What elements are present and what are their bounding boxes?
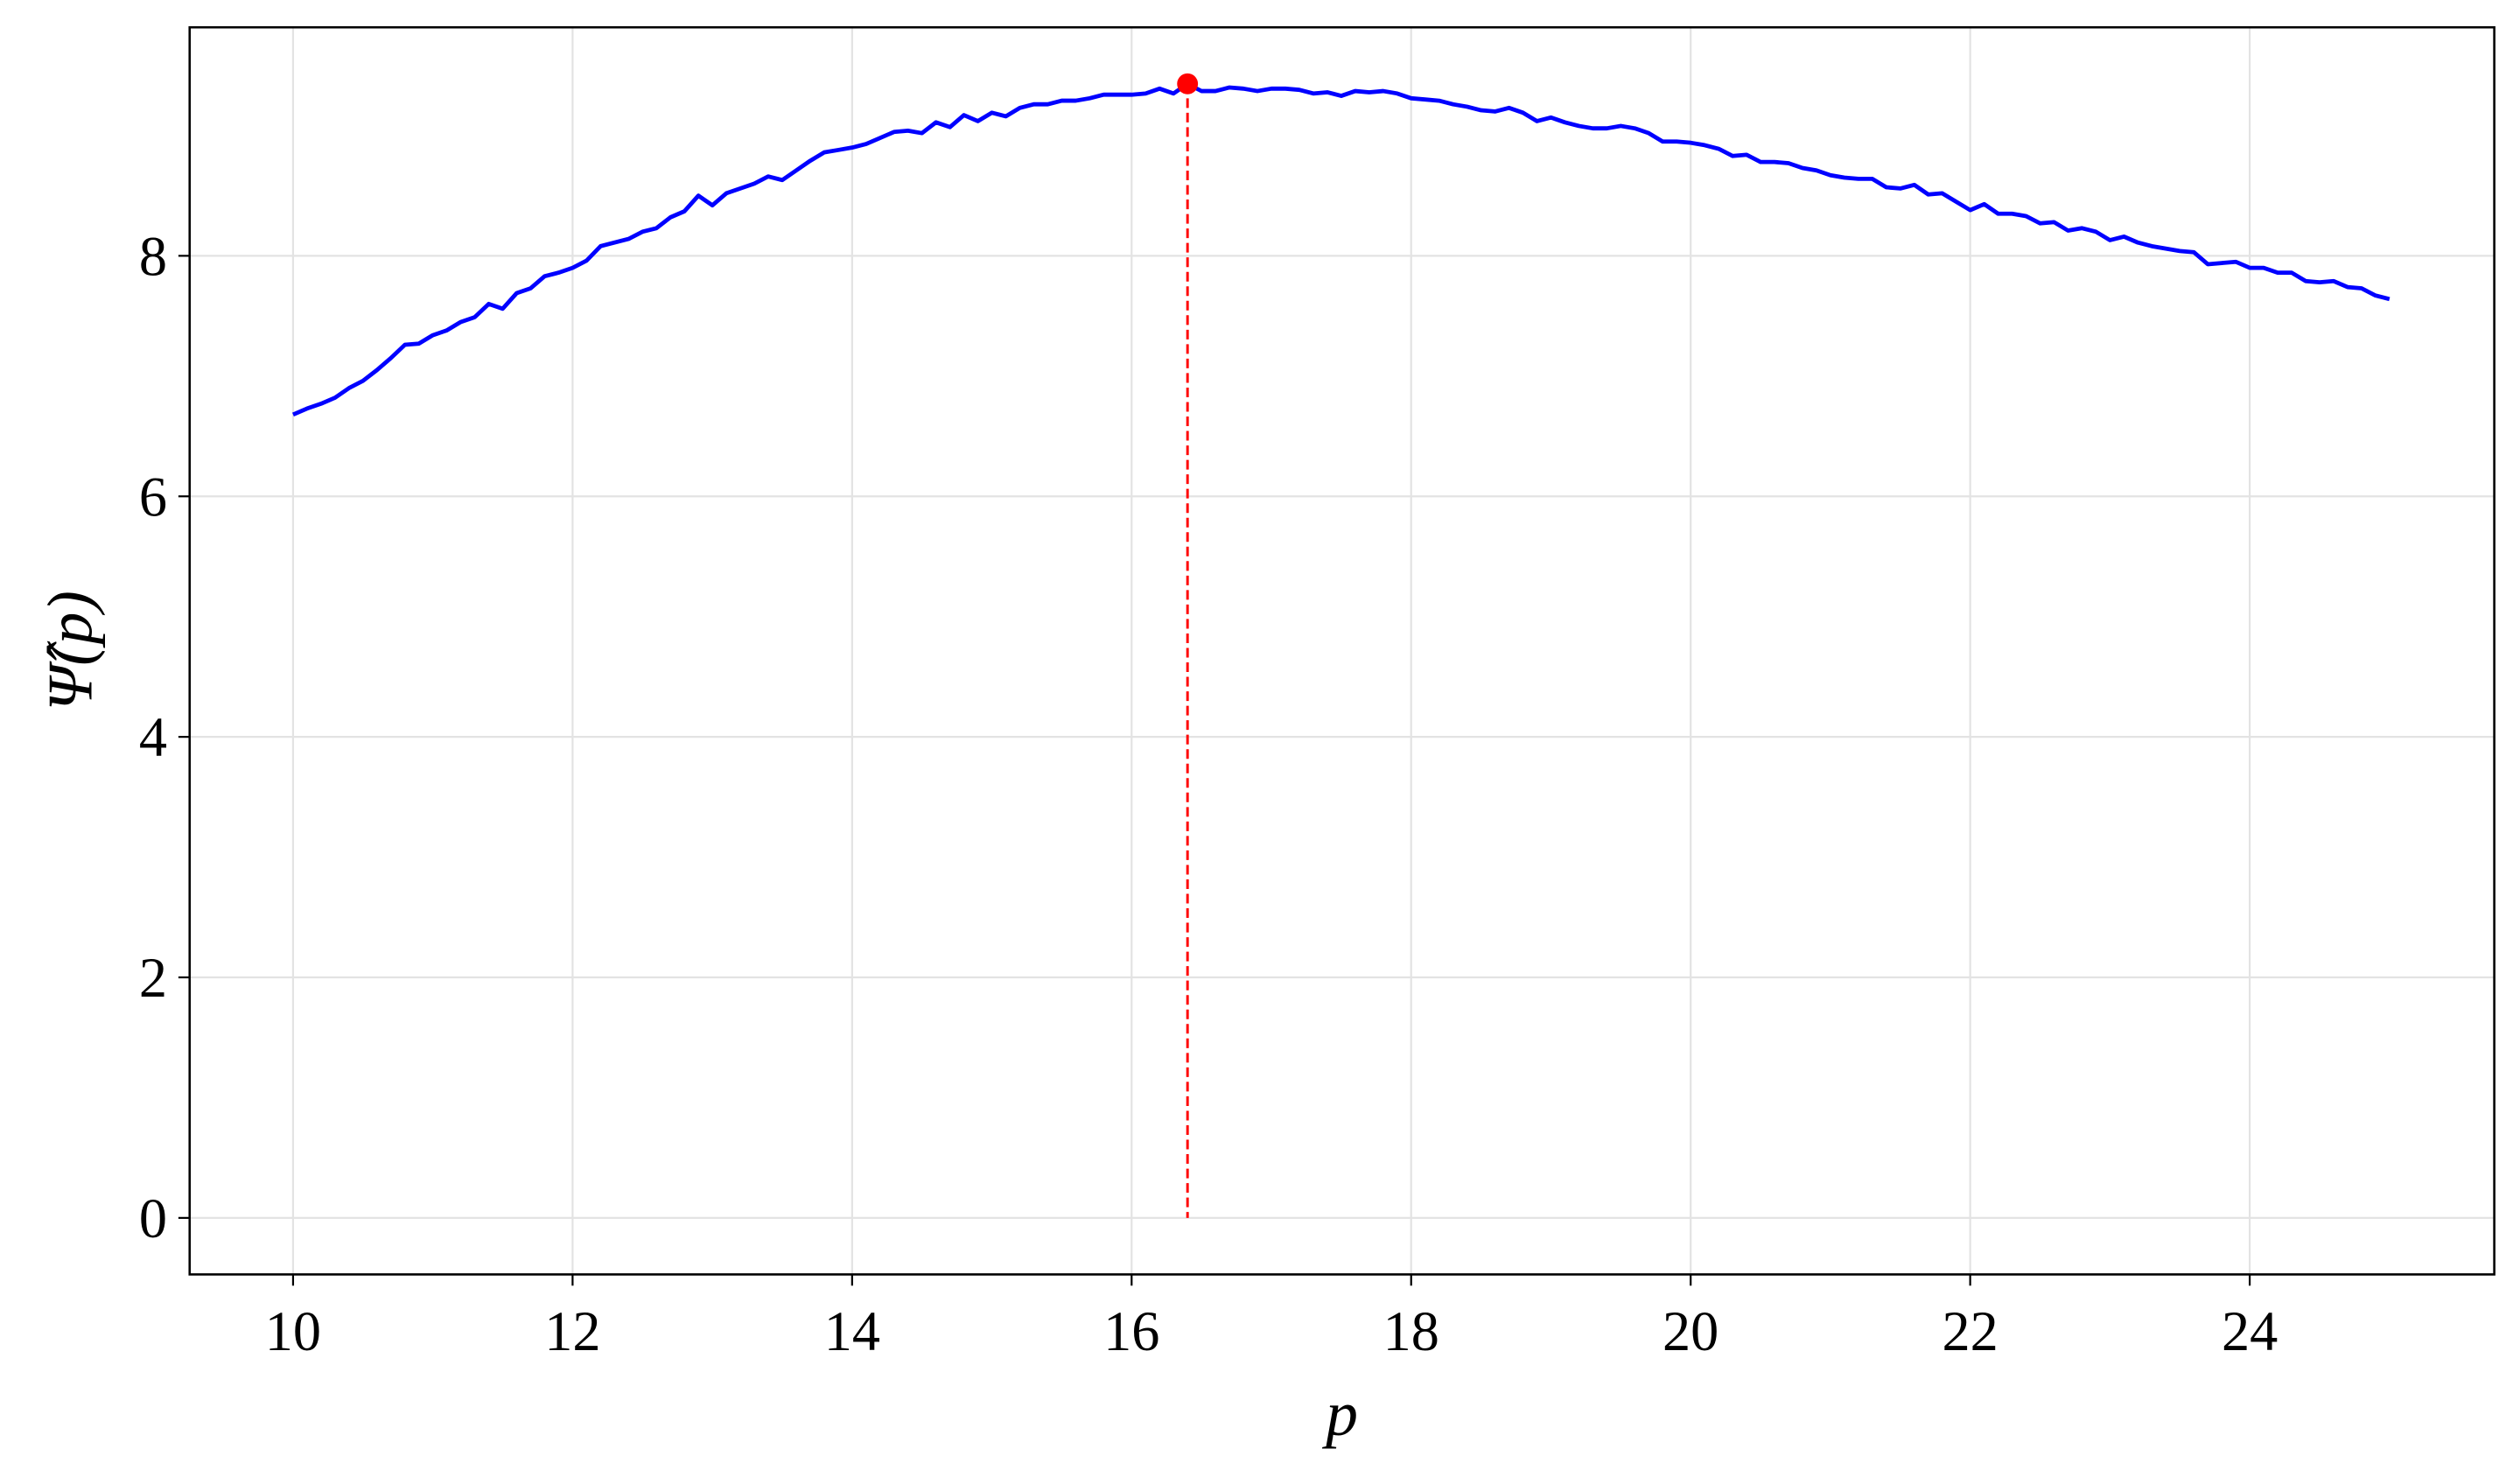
x-tick-label: 12 (544, 1300, 600, 1362)
y-tick-label: 2 (139, 947, 167, 1009)
x-tick-label: 14 (824, 1300, 880, 1362)
y-tick-label: 6 (139, 466, 167, 528)
y-axis-label: Ψ̂(p) (35, 591, 106, 710)
y-tick-label: 0 (139, 1187, 167, 1250)
x-tick-label: 22 (1942, 1300, 1998, 1362)
x-tick-label: 24 (2222, 1300, 2278, 1362)
plot-frame (188, 25, 2496, 1276)
x-axis-label: p (1321, 1378, 1358, 1449)
y-tick-label: 4 (139, 706, 167, 768)
x-tick-label: 20 (1662, 1300, 1718, 1362)
x-tick-label: 16 (1103, 1300, 1159, 1362)
x-tick-label: 10 (265, 1300, 321, 1362)
y-tick-label: 8 (139, 225, 167, 287)
data-line (291, 81, 2390, 416)
peak-marker (1177, 73, 1199, 94)
x-tick-label: 18 (1383, 1300, 1439, 1362)
